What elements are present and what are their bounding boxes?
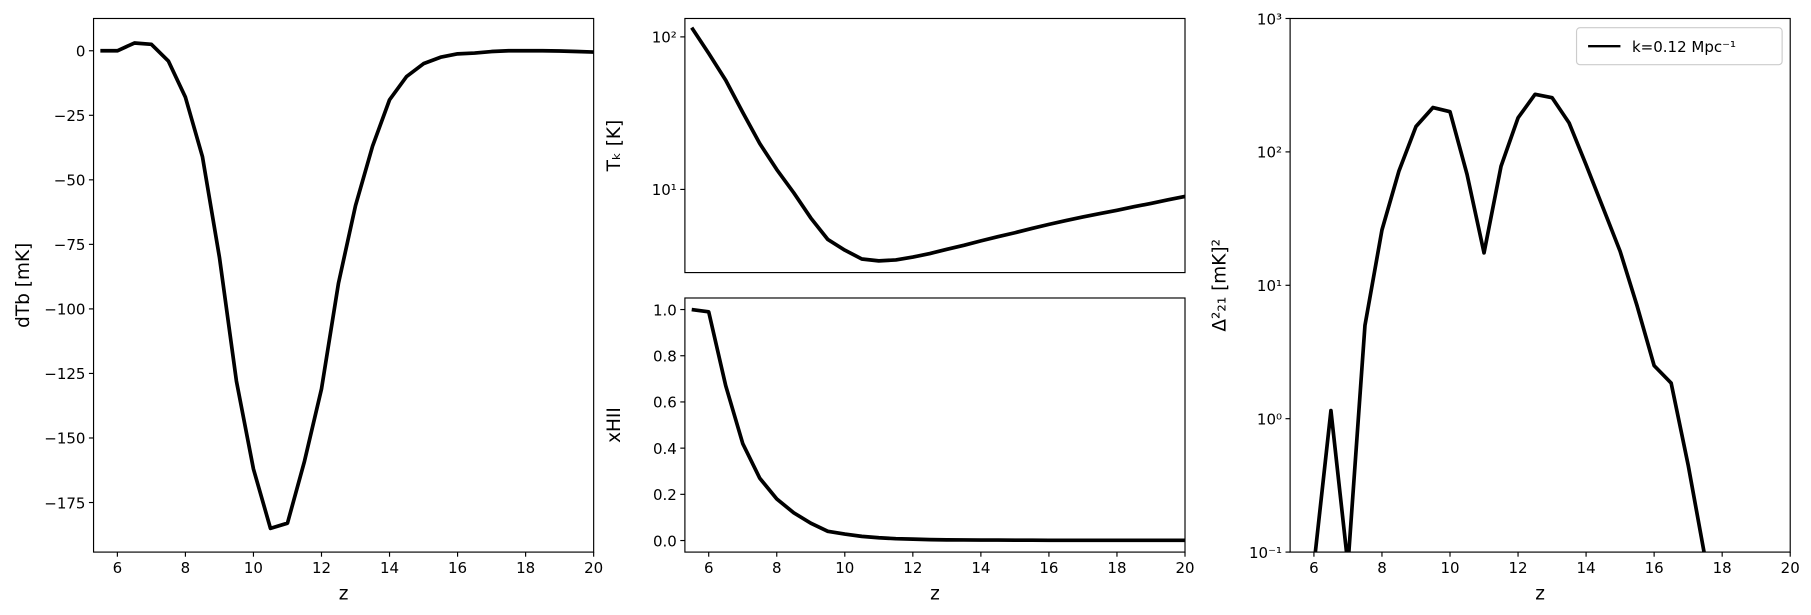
x-tick-label: 8 <box>1377 559 1387 577</box>
y-tick-label: 10² <box>1257 144 1282 162</box>
y-tick-label: −100 <box>44 301 85 319</box>
x-axis-label: z <box>339 583 349 604</box>
subplot: 10¹ 10² Tₖ [K] <box>604 17 1186 274</box>
x-tick-label: 14 <box>971 559 990 577</box>
x-tick-label: 16 <box>448 559 467 577</box>
x-tick-label: 20 <box>1781 559 1800 577</box>
x-tick-label: 14 <box>380 559 399 577</box>
y-tick-label: 0.2 <box>653 486 677 504</box>
y-tick-label: 10² <box>652 29 677 47</box>
x-tick-label: 10 <box>835 559 854 577</box>
y-tick-label: −75 <box>54 236 86 254</box>
x-tick-label: 6 <box>113 559 123 577</box>
legend-box <box>1575 27 1783 66</box>
subplot: 6 8 10 12 14 16 18 20 0.0 0.2 0.4 0.6 0.8 1.0 z xHII <box>604 297 1195 604</box>
x-tick-label: 8 <box>181 559 191 577</box>
x-tick-label: 6 <box>1309 559 1319 577</box>
x-axis-label: z <box>1535 583 1545 604</box>
x-tick-label: 14 <box>1577 559 1596 577</box>
y-tick-label: 0.4 <box>653 440 677 458</box>
data-line <box>1313 92 1706 553</box>
x-axis-label: z <box>930 583 940 604</box>
subplot: 6 8 10 12 14 16 18 20 10⁻¹ 10⁰ 10¹ 10² 10³ z Δ²₂₁ [mK]… <box>1209 10 1799 604</box>
y-tick-label: −125 <box>44 365 85 383</box>
x-tick-label: 16 <box>1039 559 1058 577</box>
y-tick-label: 0.0 <box>653 532 677 550</box>
y-tick-label: 10¹ <box>652 181 677 199</box>
x-tick-label: 12 <box>903 559 922 577</box>
y-tick-label: −25 <box>54 107 86 125</box>
x-tick-label: 10 <box>244 559 263 577</box>
x-tick-label: 6 <box>704 559 714 577</box>
y-tick-label: −150 <box>44 430 85 448</box>
y-tick-label: 10⁻¹ <box>1249 544 1282 562</box>
y-tick-label: 10⁰ <box>1257 410 1282 428</box>
y-axis-label: Δ²₂₁ [mK]² <box>1209 239 1230 332</box>
x-tick-label: 12 <box>312 559 331 577</box>
x-tick-label: 18 <box>516 559 535 577</box>
y-axis-label: dTb [mK] <box>13 243 34 328</box>
x-tick-label: 20 <box>584 559 603 577</box>
axes-frame <box>684 17 1186 274</box>
y-tick-label: 0.6 <box>653 394 677 412</box>
data-line <box>100 41 594 531</box>
y-tick-label: 10³ <box>1257 10 1282 28</box>
data-line <box>691 307 1186 543</box>
data-line <box>690 26 1186 263</box>
y-tick-label: −175 <box>44 494 85 512</box>
x-tick-label: 12 <box>1508 559 1527 577</box>
axes-frame <box>684 297 1186 553</box>
x-tick-label: 18 <box>1107 559 1126 577</box>
y-tick-label: 1.0 <box>653 301 677 319</box>
x-tick-label: 16 <box>1645 559 1664 577</box>
y-axis-label: xHII <box>604 407 625 443</box>
axes-frame <box>92 17 595 553</box>
legend-label: k=0.12 Mpc⁻¹ <box>1632 38 1736 56</box>
x-tick-label: 20 <box>1175 559 1194 577</box>
y-tick-label: 0 <box>76 43 86 61</box>
x-tick-label: 8 <box>772 559 782 577</box>
x-tick-label: 10 <box>1440 559 1459 577</box>
y-axis-label: Tₖ [K] <box>604 120 625 173</box>
y-tick-label: −50 <box>54 172 86 190</box>
y-tick-label: 0.8 <box>653 348 677 366</box>
x-tick-label: 18 <box>1713 559 1732 577</box>
subplot: 6 8 10 12 14 16 18 20 −175 −150 −125 −100 −75 −50 −25 0… <box>13 17 603 604</box>
axes-frame <box>1289 17 1791 553</box>
y-tick-label: 10¹ <box>1257 277 1282 295</box>
